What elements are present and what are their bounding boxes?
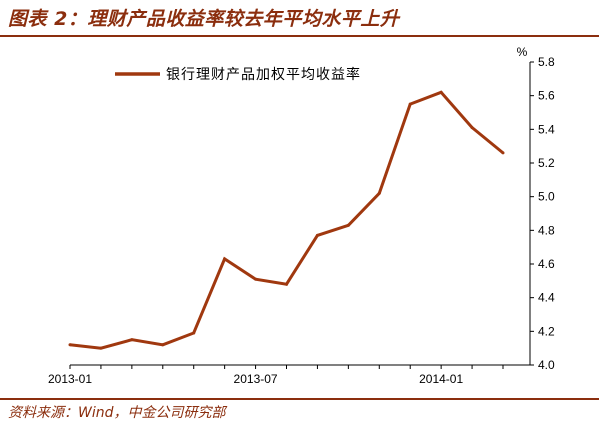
data-point bbox=[470, 126, 474, 130]
chart-series bbox=[68, 90, 505, 350]
data-point bbox=[161, 343, 165, 347]
data-point bbox=[68, 343, 72, 347]
chart-legend: 银行理财产品加权平均收益率 bbox=[115, 66, 361, 83]
data-point bbox=[223, 257, 227, 261]
y-tick-label: 5.4 bbox=[538, 122, 555, 136]
data-point bbox=[501, 151, 505, 155]
data-point bbox=[99, 346, 103, 350]
y-tick-label: 4.0 bbox=[538, 358, 555, 372]
y-tick-label: 4.2 bbox=[538, 324, 555, 338]
data-point bbox=[285, 282, 288, 286]
y-tick-label: 5.8 bbox=[538, 55, 555, 69]
y-tick-label: 4.8 bbox=[538, 223, 555, 237]
legend-label: 银行理财产品加权平均收益率 bbox=[166, 66, 361, 83]
chart-ticks: 2013-01 2013-07 2014-01 4.0 4.2 4.4 4.6 4.8 5.0 5… bbox=[48, 45, 555, 386]
y-tick-label: 4.6 bbox=[538, 257, 555, 271]
x-tick-label: 2013-07 bbox=[234, 372, 278, 386]
title-divider bbox=[0, 35, 599, 37]
line-chart: 2013-01 2013-07 2014-01 4.0 4.2 4.4 4.6 4.8 5.0 5… bbox=[48, 45, 555, 386]
data-point bbox=[408, 102, 412, 106]
source-divider bbox=[0, 398, 599, 400]
y-tick-label: 5.2 bbox=[538, 156, 555, 170]
data-point bbox=[439, 90, 443, 94]
data-point bbox=[346, 223, 350, 227]
y-unit-label: % bbox=[517, 45, 528, 59]
y-tick-label: 5.6 bbox=[538, 89, 555, 103]
data-point bbox=[254, 277, 258, 281]
data-point bbox=[192, 331, 196, 335]
chart-title: 图表 2：理财产品收益率较去年平均水平上升 bbox=[8, 8, 400, 30]
data-point bbox=[130, 338, 134, 342]
data-point bbox=[315, 233, 319, 237]
source-note: 资料来源：Wind，中金公司研究部 bbox=[8, 405, 226, 421]
y-tick-label: 4.4 bbox=[538, 291, 555, 305]
x-tick-label: 2014-01 bbox=[419, 372, 463, 386]
y-tick-label: 5.0 bbox=[538, 190, 555, 204]
chart-axes bbox=[70, 62, 531, 366]
data-point bbox=[377, 191, 381, 195]
series-line bbox=[69, 90, 504, 350]
x-tick-label: 2013-01 bbox=[48, 372, 92, 386]
